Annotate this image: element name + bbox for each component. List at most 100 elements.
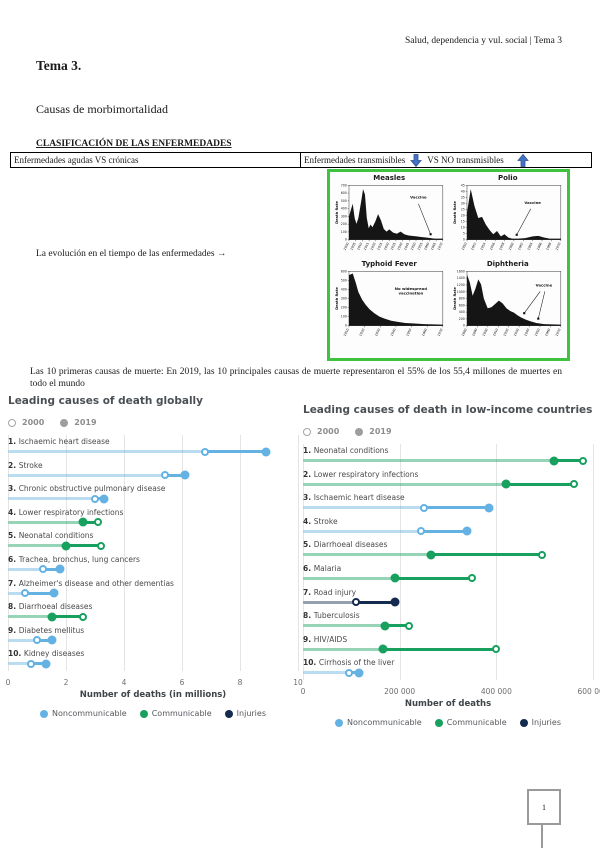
svg-text:1600: 1600 xyxy=(457,269,465,273)
svg-text:700: 700 xyxy=(341,183,347,187)
dumbbell xyxy=(8,588,298,599)
dumbbell xyxy=(8,517,298,528)
svg-text:1958: 1958 xyxy=(499,242,506,251)
measles-chart: Measles Death Rate 0 100 200 300 400 500 600 700 1… xyxy=(332,174,447,259)
plot-area: 1. Neonatal conditions 2. Lower respirato… xyxy=(301,444,600,696)
svg-text:15: 15 xyxy=(461,220,465,224)
svg-text:100: 100 xyxy=(341,315,347,319)
year-2000-dot-icon xyxy=(8,418,16,427)
svg-text:800: 800 xyxy=(459,297,465,301)
svg-text:1950: 1950 xyxy=(405,328,412,337)
value-segment xyxy=(83,520,98,524)
svg-text:1960: 1960 xyxy=(421,328,428,337)
dumbbell-row: 5. Diarrhoeal diseases xyxy=(303,538,593,562)
svg-text:20: 20 xyxy=(461,214,465,218)
svg-text:1970: 1970 xyxy=(436,328,443,337)
dot-2019 xyxy=(354,668,364,678)
x-tick-label: 4 xyxy=(121,678,127,687)
dot-2019 xyxy=(47,635,56,645)
dumbbell-row: 6. Trachea, bronchus, lung cancers xyxy=(8,553,298,577)
dumbbell xyxy=(8,564,298,575)
dot-2000 xyxy=(417,527,426,536)
x-tick-label: 8 xyxy=(237,678,243,687)
svg-text:25: 25 xyxy=(461,208,465,212)
table-cell-text: Enfermedades transmisibles xyxy=(304,155,406,165)
x-tick-label: 10 xyxy=(293,678,303,687)
noncommunicable-dot-icon xyxy=(40,709,48,718)
dot-2000 xyxy=(344,668,353,677)
dumbbell xyxy=(8,470,298,481)
svg-text:1940: 1940 xyxy=(389,328,396,337)
category-legend: Noncommunicable Communicable Injuries xyxy=(8,709,298,718)
plot-area: 1. Ischaemic heart disease 2. Stroke 3. Ch… xyxy=(6,435,303,687)
legend-item: Injuries xyxy=(224,709,266,718)
dumbbell xyxy=(8,493,298,504)
page-header-text: Salud, dependencia y vul. social | Tema … xyxy=(405,36,562,46)
legend-item: Injuries xyxy=(519,718,561,727)
x-tick-label: 2 xyxy=(63,678,69,687)
value-track xyxy=(303,553,543,557)
svg-text:1952: 1952 xyxy=(470,242,477,251)
svg-text:1950: 1950 xyxy=(410,242,417,251)
svg-text:Death Rate: Death Rate xyxy=(335,287,339,310)
gridline xyxy=(303,444,304,680)
dumbbell-row: 3. Chronic obstructive pulmonary disease xyxy=(8,482,298,506)
category-rank: 9. xyxy=(303,634,314,644)
svg-text:40: 40 xyxy=(461,189,465,193)
svg-text:30: 30 xyxy=(461,202,465,206)
svg-text:1970: 1970 xyxy=(436,242,443,251)
category-rank: 4. xyxy=(303,516,314,526)
svg-text:1968: 1968 xyxy=(546,242,553,251)
dumbbell xyxy=(303,667,593,678)
svg-text:1910: 1910 xyxy=(343,328,350,337)
category-label: 1. Ischaemic heart disease xyxy=(8,435,298,446)
dumbbell xyxy=(303,644,593,655)
value-segment xyxy=(25,591,55,595)
svg-text:1970: 1970 xyxy=(555,328,562,337)
dot-2000 xyxy=(91,494,99,503)
category-name: Stroke xyxy=(313,516,338,526)
dumbbell-row: 2. Stroke xyxy=(8,459,298,483)
svg-text:1910: 1910 xyxy=(492,328,499,337)
category-label: 9. HIV/AIDS xyxy=(303,633,593,644)
dot-2019 xyxy=(47,612,56,622)
value-segment xyxy=(37,638,52,642)
category-label: 6. Trachea, bronchus, lung cancers xyxy=(8,553,298,564)
dot-2019 xyxy=(501,479,511,489)
dumbbell-row: 7. Road injury xyxy=(303,586,593,610)
svg-text:400: 400 xyxy=(341,288,347,292)
x-axis: 0 2 4 6 8 10 xyxy=(6,673,303,687)
year-2000-label: 2000 xyxy=(22,418,45,427)
legend-item: Communicable xyxy=(434,718,507,727)
category-name: Diabetes mellitus xyxy=(18,625,85,635)
category-name: Ischaemic heart disease xyxy=(313,493,405,503)
category-rank: 5. xyxy=(303,540,314,550)
value-segment xyxy=(431,553,543,557)
dot-2019 xyxy=(99,494,109,504)
category-label: 2. Lower respiratory infections xyxy=(303,468,593,479)
category-label: 6. Malaria xyxy=(303,562,593,573)
svg-text:100: 100 xyxy=(341,230,347,234)
category-label: 5. Neonatal conditions xyxy=(8,529,298,540)
svg-text:10: 10 xyxy=(461,226,465,230)
svg-text:1960: 1960 xyxy=(423,242,430,251)
svg-text:Vaccine: Vaccine xyxy=(536,283,553,288)
dot-2000 xyxy=(160,471,169,480)
value-track xyxy=(8,473,185,477)
category-label: 4. Lower respiratory infections xyxy=(8,506,298,517)
injuries-dot-icon xyxy=(519,718,528,727)
value-track xyxy=(8,544,101,548)
category-name: HIV/AIDS xyxy=(313,634,348,644)
dot-2019 xyxy=(261,447,271,456)
dot-2000 xyxy=(93,518,102,527)
svg-text:1954: 1954 xyxy=(480,242,487,251)
injuries-dot-icon xyxy=(224,709,233,718)
category-rank: 2. xyxy=(8,460,19,470)
typhoid-fever-chart: Typhoid Fever Death Rate 0 100 200 300 400 500 6… xyxy=(332,260,447,345)
category-rank: 9. xyxy=(8,625,19,635)
dot-2019 xyxy=(61,541,71,551)
dot-2000 xyxy=(201,447,210,456)
svg-text:35: 35 xyxy=(461,195,465,199)
page-title: Tema 3. xyxy=(36,58,82,73)
polio-chart: Polio Death Rate 0 5 10 15 20 25 30 35 40 45 1950 195… xyxy=(451,174,566,259)
